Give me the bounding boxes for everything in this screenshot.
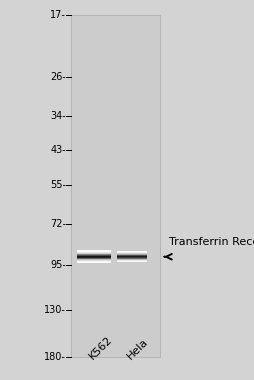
Text: 180-: 180-	[44, 352, 66, 362]
Bar	[77, 255, 111, 256]
Text: 34-: 34-	[50, 111, 66, 121]
Bar	[77, 256, 111, 257]
Bar	[117, 257, 147, 258]
Bar	[77, 254, 111, 255]
Bar	[117, 261, 147, 262]
Bar	[77, 254, 111, 255]
Bar	[77, 252, 111, 253]
Bar	[117, 253, 147, 254]
Bar	[77, 261, 111, 262]
Bar	[117, 255, 147, 256]
Text: 95-: 95-	[50, 260, 66, 269]
Bar	[77, 259, 111, 260]
Bar	[117, 252, 147, 253]
Bar	[77, 251, 111, 252]
Bar	[117, 254, 147, 255]
Bar	[77, 253, 111, 254]
Bar	[77, 261, 111, 262]
Bar	[77, 256, 111, 257]
Bar	[117, 258, 147, 259]
Bar	[77, 257, 111, 258]
Bar	[77, 260, 111, 261]
Bar	[77, 258, 111, 259]
Bar	[77, 259, 111, 260]
Bar	[117, 256, 147, 257]
Bar	[117, 258, 147, 259]
Bar	[117, 255, 147, 256]
Bar	[117, 259, 147, 260]
Text: 72-: 72-	[50, 219, 66, 230]
Bar	[117, 261, 147, 262]
Bar	[77, 260, 111, 261]
Text: 17-: 17-	[50, 10, 66, 20]
Text: Hela: Hela	[125, 336, 150, 361]
Bar	[117, 251, 147, 252]
Text: Transferrin Receptor: Transferrin Receptor	[169, 237, 254, 247]
Bar	[117, 260, 147, 261]
Bar	[117, 259, 147, 260]
Bar	[77, 250, 111, 251]
Bar	[117, 252, 147, 253]
Bar	[117, 256, 147, 257]
Bar	[117, 251, 147, 252]
Bar	[77, 262, 111, 263]
Text: 43-: 43-	[50, 145, 66, 155]
Bar	[71, 15, 160, 357]
Text: 26-: 26-	[50, 72, 66, 82]
Bar	[117, 260, 147, 261]
Bar	[117, 254, 147, 255]
Bar	[77, 258, 111, 259]
Bar	[117, 257, 147, 258]
Text: 130-: 130-	[44, 305, 66, 315]
Text: 55-: 55-	[50, 180, 66, 190]
Bar	[77, 255, 111, 256]
Bar	[117, 253, 147, 254]
Bar	[77, 251, 111, 252]
Bar	[77, 252, 111, 253]
Text: K562: K562	[87, 334, 114, 361]
Bar	[77, 257, 111, 258]
Bar	[77, 253, 111, 254]
